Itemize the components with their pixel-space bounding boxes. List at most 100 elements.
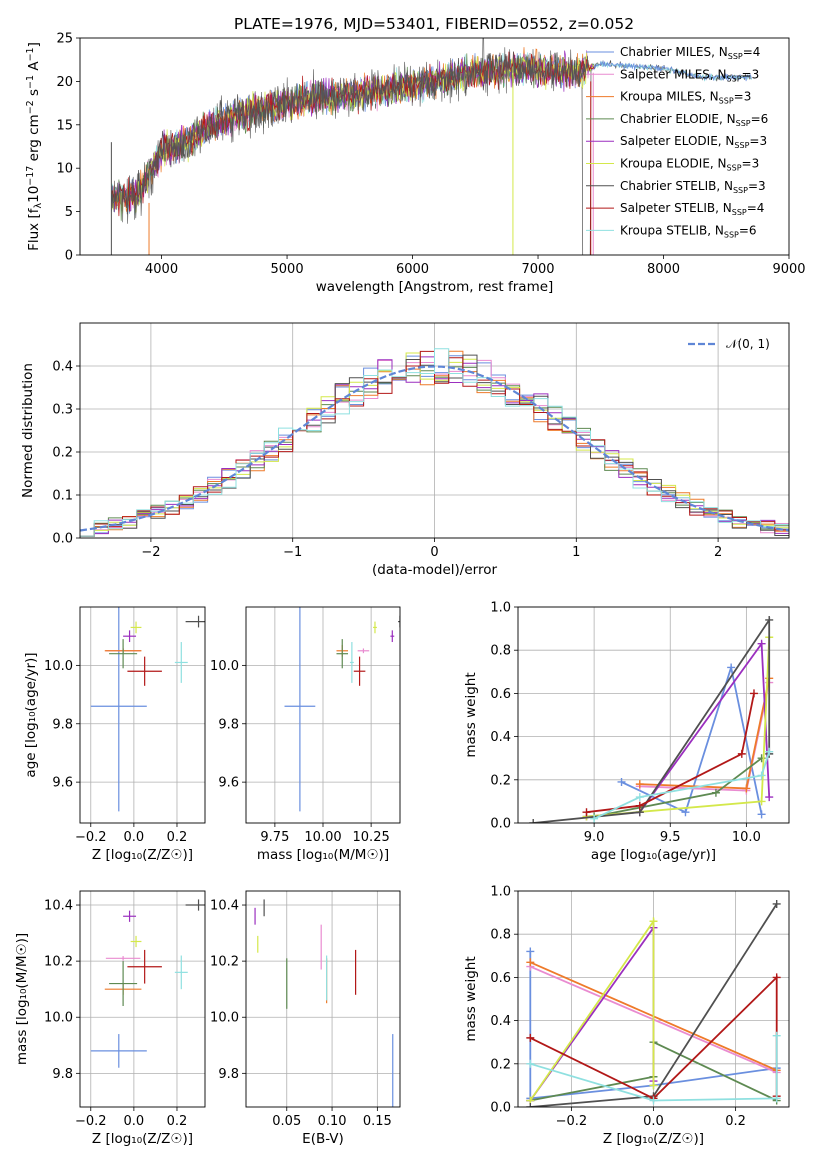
legend-label-text: Salpeter ELODIE, N [620, 134, 734, 148]
weight_vs_age-marker [765, 793, 774, 802]
mass_vs_Z-xtick-label: −0.2 [75, 1114, 107, 1129]
weight_vs_Z-xlabel: Z [log₁₀(Z/Z☉)] [603, 1131, 704, 1147]
weight_vs_Z-xtick-label: 0.2 [725, 1114, 746, 1129]
spectrum-ylabel-part: ] [26, 42, 42, 47]
spectrum-data-line [111, 38, 589, 224]
age_vs_mass-ytick-label: 10.0 [210, 659, 239, 674]
legend-label-sub: SSP [736, 119, 751, 128]
age_vs_mass-frame [245, 606, 401, 824]
legend-label-text: Chabrier MILES, N [620, 45, 728, 59]
age_vs_Z-xtick-label: −0.2 [75, 830, 107, 845]
spectrum-xtick-label: 6000 [396, 262, 429, 277]
weight_vs_age-marker [727, 663, 736, 672]
weight_vs_age-marker [711, 788, 720, 797]
spectrum-xtick-label: 9000 [772, 262, 805, 277]
legend-label-text: Kroupa STELIB, N [620, 223, 724, 237]
legend-label: Chabrier MILES, NSSP=4 [620, 45, 760, 61]
legend-label-sub: SSP [719, 97, 734, 106]
spectrum-ylabel: Flux [fλ10−17 erg cm−2 s−1 A−1] [25, 42, 44, 251]
weight_vs_age-ylabel: mass weight [463, 672, 479, 757]
weight_vs_Z-marker [649, 917, 658, 926]
weight_vs_age-ytick-label: 0.0 [490, 817, 511, 832]
weight_vs_Z-marker [772, 1031, 781, 1040]
spectrum-ylabel-part: s [26, 89, 42, 100]
residuals-ytick-label: 0.4 [52, 360, 73, 375]
mass_vs_EBV-frame [245, 890, 401, 1108]
legend-label-text: Salpeter MILES, N [620, 67, 727, 81]
residuals-ytick-label: 0.1 [52, 489, 73, 504]
age_vs_Z-data [90, 607, 205, 812]
age_vs_Z-ytick-label: 10.0 [44, 659, 73, 674]
weight_vs_age-frame [517, 606, 790, 824]
spectrum-ytick-label: 10 [56, 162, 73, 177]
weight_vs_age-marker [765, 615, 774, 624]
age_vs_Z-ytick-label: 9.6 [52, 776, 73, 791]
weight_vs_age-ytick-label: 0.2 [490, 773, 511, 788]
residuals-ylabel: Normed distribution [20, 363, 36, 498]
mass_vs_Z-ytick-label: 9.8 [52, 1067, 73, 1082]
weight_vs_age-xtick-label: 9.5 [660, 830, 681, 845]
age_vs_mass-xtick-label: 10.00 [304, 830, 341, 845]
gaussian-legend-label: 𝒩(0, 1) [726, 337, 770, 351]
residuals-ytick-label: 0.2 [52, 446, 73, 461]
weight_vs_age-marker [737, 749, 746, 758]
legend-label-count: =4 [747, 201, 765, 215]
residuals-frame [79, 322, 790, 539]
age_vs_Z-frame [79, 606, 206, 824]
mass_vs_Z-ytick-label: 10.2 [44, 955, 73, 970]
mass_vs_Z-data [90, 899, 205, 1068]
mass_vs_EBV-xtick-label: 0.15 [363, 1114, 392, 1129]
weight_vs_Z-marker [772, 899, 781, 908]
age_vs_Z-ytick-label: 9.8 [52, 717, 73, 732]
weight_vs_Z-marker [649, 1096, 658, 1105]
legend-label: Kroupa STELIB, NSSP=6 [620, 223, 757, 239]
weight_vs_age-marker [757, 797, 766, 806]
mass_vs_EBV-ytick-label: 10.0 [210, 1011, 239, 1026]
spectrum-ylabel-part: λ [33, 203, 44, 209]
spectrum-frame [79, 37, 790, 256]
weight_vs_Z-marker [772, 1094, 781, 1103]
mass_vs_EBV-ytick-label: 10.2 [210, 955, 239, 970]
weight_vs_age-data [529, 615, 774, 823]
legend-label-sub: SSP [727, 74, 742, 83]
legend-label-text: Kroupa MILES, N [620, 90, 719, 104]
spectrum-ylabel-part: A [26, 61, 42, 75]
legend-label: Salpeter ELODIE, NSSP=3 [620, 134, 767, 150]
weight_vs_age-marker [635, 793, 644, 802]
age_vs_mass-ytick-label: 9.8 [218, 717, 239, 732]
spectrum-ytick-label: 0 [65, 249, 73, 264]
legend-label-sub: SSP [734, 141, 749, 150]
weight_vs_Z-xtick-label: 0.0 [643, 1114, 664, 1129]
mass_vs_EBV-xtick-label: 0.05 [272, 1114, 301, 1129]
weight_vs_age-marker [635, 801, 644, 810]
legend-label: Salpeter MILES, NSSP=3 [620, 67, 759, 83]
mass_vs_Z-xtick-label: 0.0 [124, 1114, 145, 1129]
legend-label-text: Chabrier STELIB, N [620, 179, 733, 193]
spectrum-ytick-label: 20 [56, 75, 73, 90]
age_vs_mass-xtick-label: 10.25 [353, 830, 390, 845]
weight_vs_age-marker [582, 808, 591, 817]
weight_vs_age-series-line [621, 663, 763, 815]
mass_vs_EBV-xtick-label: 0.10 [318, 1114, 347, 1129]
legend-label-count: =4 [743, 45, 761, 59]
weight_vs_Z-xtick-label: −0.2 [556, 1114, 588, 1129]
age_vs_mass-xtick-label: 9.75 [260, 830, 289, 845]
mass_vs_Z-frame [79, 890, 206, 1108]
spectrum-ylabel-part: −1 [25, 47, 36, 61]
weight_vs_age-marker [765, 747, 774, 756]
spectrum-ytick-label: 5 [65, 205, 73, 220]
weight_vs_age-marker [757, 810, 766, 819]
residuals-data [80, 348, 789, 537]
mass_vs_Z-ytick-label: 10.4 [44, 899, 73, 914]
weight_vs_Z-marker [526, 958, 535, 967]
age_vs_Z-xtick-label: 0.0 [124, 830, 145, 845]
spectrum-xtick-label: 7000 [521, 262, 554, 277]
weight_vs_age-ytick-label: 0.4 [490, 730, 511, 745]
weight_vs_Z-ytick-label: 0.8 [490, 928, 511, 943]
legend-label-text: Chabrier ELODIE, N [620, 112, 736, 126]
spectrum-ylabel-part: 10 [26, 186, 42, 203]
legend-label-sub: SSP [733, 186, 748, 195]
mass_vs_EBV-data [254, 899, 394, 1107]
spectrum-ylabel-part: erg cm [26, 114, 42, 165]
mass_vs_Z-ylabel: mass [log₁₀(M/M☉)] [14, 933, 30, 1065]
